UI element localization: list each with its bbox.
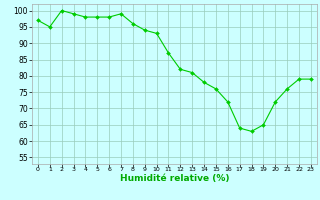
X-axis label: Humidité relative (%): Humidité relative (%) (120, 174, 229, 183)
